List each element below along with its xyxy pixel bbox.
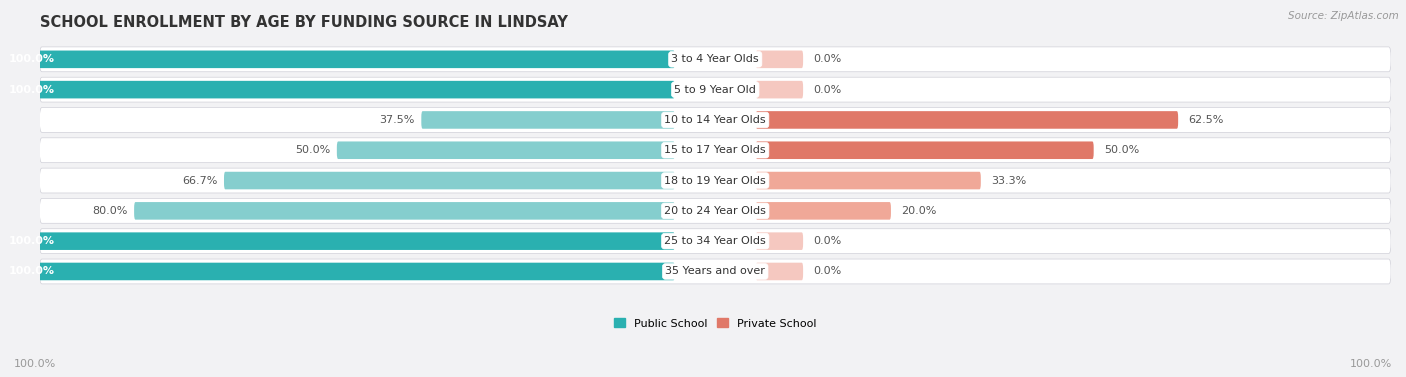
- Text: 0.0%: 0.0%: [813, 54, 842, 64]
- Text: 100.0%: 100.0%: [8, 236, 55, 246]
- FancyBboxPatch shape: [39, 47, 1391, 72]
- Text: 100.0%: 100.0%: [8, 267, 55, 276]
- FancyBboxPatch shape: [39, 259, 1391, 284]
- Text: 0.0%: 0.0%: [813, 267, 842, 276]
- FancyBboxPatch shape: [0, 51, 675, 68]
- Text: 66.7%: 66.7%: [181, 176, 218, 185]
- Text: 10 to 14 Year Olds: 10 to 14 Year Olds: [665, 115, 766, 125]
- FancyBboxPatch shape: [422, 111, 675, 129]
- FancyBboxPatch shape: [0, 232, 675, 250]
- Text: Source: ZipAtlas.com: Source: ZipAtlas.com: [1288, 11, 1399, 21]
- Text: 0.0%: 0.0%: [813, 84, 842, 95]
- FancyBboxPatch shape: [756, 141, 1094, 159]
- FancyBboxPatch shape: [337, 141, 675, 159]
- Text: 100.0%: 100.0%: [14, 359, 56, 369]
- FancyBboxPatch shape: [756, 81, 803, 98]
- Text: 18 to 19 Year Olds: 18 to 19 Year Olds: [665, 176, 766, 185]
- Text: 100.0%: 100.0%: [8, 84, 55, 95]
- FancyBboxPatch shape: [0, 263, 675, 280]
- Text: 0.0%: 0.0%: [813, 236, 842, 246]
- FancyBboxPatch shape: [224, 172, 675, 189]
- Text: 3 to 4 Year Olds: 3 to 4 Year Olds: [672, 54, 759, 64]
- FancyBboxPatch shape: [756, 51, 803, 68]
- Text: 80.0%: 80.0%: [91, 206, 128, 216]
- FancyBboxPatch shape: [756, 202, 891, 220]
- Text: 100.0%: 100.0%: [1350, 359, 1392, 369]
- Text: 37.5%: 37.5%: [380, 115, 415, 125]
- Text: 20.0%: 20.0%: [901, 206, 936, 216]
- Text: 100.0%: 100.0%: [8, 54, 55, 64]
- Text: SCHOOL ENROLLMENT BY AGE BY FUNDING SOURCE IN LINDSAY: SCHOOL ENROLLMENT BY AGE BY FUNDING SOUR…: [39, 15, 568, 30]
- FancyBboxPatch shape: [39, 168, 1391, 193]
- FancyBboxPatch shape: [0, 81, 675, 98]
- FancyBboxPatch shape: [756, 172, 981, 189]
- Text: 20 to 24 Year Olds: 20 to 24 Year Olds: [664, 206, 766, 216]
- FancyBboxPatch shape: [756, 232, 803, 250]
- Text: 62.5%: 62.5%: [1188, 115, 1223, 125]
- Text: 15 to 17 Year Olds: 15 to 17 Year Olds: [665, 145, 766, 155]
- Text: 25 to 34 Year Olds: 25 to 34 Year Olds: [665, 236, 766, 246]
- FancyBboxPatch shape: [756, 111, 1178, 129]
- FancyBboxPatch shape: [39, 107, 1391, 132]
- Text: 33.3%: 33.3%: [991, 176, 1026, 185]
- Legend: Public School, Private School: Public School, Private School: [610, 314, 821, 333]
- FancyBboxPatch shape: [756, 263, 803, 280]
- Text: 50.0%: 50.0%: [1104, 145, 1139, 155]
- FancyBboxPatch shape: [39, 77, 1391, 102]
- Text: 35 Years and over: 35 Years and over: [665, 267, 765, 276]
- FancyBboxPatch shape: [134, 202, 675, 220]
- FancyBboxPatch shape: [39, 229, 1391, 254]
- Text: 50.0%: 50.0%: [295, 145, 330, 155]
- FancyBboxPatch shape: [39, 138, 1391, 162]
- FancyBboxPatch shape: [39, 198, 1391, 223]
- Text: 5 to 9 Year Old: 5 to 9 Year Old: [675, 84, 756, 95]
